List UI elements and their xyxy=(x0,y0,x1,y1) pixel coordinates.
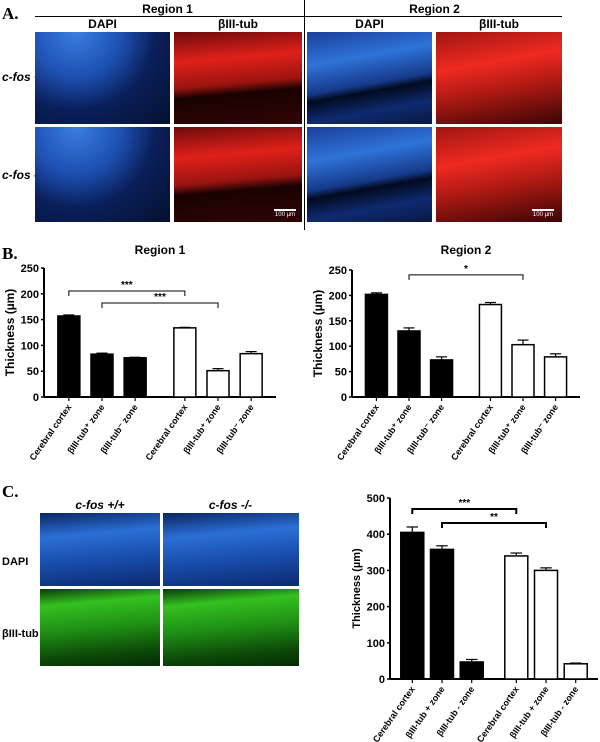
y-tick-label: 100 xyxy=(367,638,385,650)
micrograph-c-wt-dapi xyxy=(40,513,160,586)
micrograph-r1-wt-dapi xyxy=(35,32,170,124)
y-axis-label: Thickness (µm) xyxy=(311,290,325,378)
x-tick-label: Cerebral cortex xyxy=(335,402,381,462)
significance-bracket xyxy=(408,274,524,280)
scale-bar: 100 µm xyxy=(532,209,554,218)
header-rule xyxy=(35,16,562,17)
y-tick-label: 250 xyxy=(329,265,347,277)
y-tick-label: 0 xyxy=(33,392,39,404)
chart-region-2: Region 2 0 50 100 150 200 250 Thickness (µm) Cer… xyxy=(311,243,580,462)
row-label-dapi: DAPI xyxy=(2,556,29,568)
y-tick-label: 500 xyxy=(367,493,385,505)
bar xyxy=(397,330,421,398)
y-tick-label: 50 xyxy=(27,366,39,378)
col-label-wt: c-fos +/+ xyxy=(75,498,125,512)
bar xyxy=(123,357,147,398)
y-tick-label: 100 xyxy=(21,340,39,352)
bar xyxy=(511,343,535,398)
y-tick-label: 200 xyxy=(329,290,347,302)
chart-title: Region 1 xyxy=(135,243,186,257)
region-2-header: Region 2 xyxy=(409,2,460,16)
micrograph-c-ko-btub xyxy=(163,589,299,666)
y-tick-label: 100 xyxy=(329,341,347,353)
y-tick-label: 400 xyxy=(367,529,385,541)
row-label-btub: βIII-tub xyxy=(2,628,39,640)
bar xyxy=(429,359,454,398)
y-tick-label: 150 xyxy=(21,315,39,327)
micrograph-r2-ko-dapi xyxy=(307,127,432,222)
significance-label: *** xyxy=(154,292,166,303)
micrograph-r1-wt-btub xyxy=(174,32,302,124)
significance-bracket xyxy=(411,507,518,514)
channel-header-dapi-1: DAPI xyxy=(88,17,117,31)
bar xyxy=(364,293,389,398)
bar xyxy=(504,555,529,680)
bar xyxy=(206,369,230,398)
significance-label: *** xyxy=(458,498,470,509)
col-label-ko: c-fos -/- xyxy=(208,498,253,512)
bar xyxy=(90,353,114,398)
significance-bracket xyxy=(101,302,219,308)
chart-region-1: Region 1 0 50 100 150 200 250 Thickness (µm) Cer… xyxy=(3,243,276,462)
micrograph-r2-wt-dapi xyxy=(307,32,432,124)
micrograph-c-wt-btub xyxy=(40,589,160,666)
bar xyxy=(543,356,568,398)
bar xyxy=(459,661,484,680)
micrograph-c-ko-dapi xyxy=(163,513,299,586)
panel-b-label: B. xyxy=(2,244,18,263)
channel-header-btub-2: βIII-tub xyxy=(479,17,519,31)
region-1-header: Region 1 xyxy=(142,2,193,16)
y-tick-label: 250 xyxy=(21,263,39,275)
bar xyxy=(57,315,81,398)
channel-header-dapi-2: DAPI xyxy=(355,17,384,31)
y-tick-label: 300 xyxy=(367,565,385,577)
row-label-ko: c-fos -/- xyxy=(2,168,46,182)
bar xyxy=(533,569,559,680)
micrograph-r2-wt-btub xyxy=(436,32,562,124)
bar xyxy=(173,327,197,398)
significance-label: ** xyxy=(490,512,498,523)
y-axis-label: Thickness (µm) xyxy=(351,548,363,629)
panel-a-label: A. xyxy=(2,4,19,23)
bar xyxy=(400,531,425,680)
bar xyxy=(563,663,588,680)
channel-header-btub-1: βIII-tub xyxy=(218,17,258,31)
x-tick-label: Cerebral cortex xyxy=(27,402,73,462)
scale-bar: 100 µm xyxy=(274,209,296,218)
region-divider xyxy=(304,0,305,230)
y-tick-label: 150 xyxy=(329,316,347,328)
significance-bracket xyxy=(441,521,547,528)
y-tick-label: 50 xyxy=(335,367,347,379)
significance-label: *** xyxy=(121,280,133,291)
micrograph-r1-ko-btub: 100 µm xyxy=(174,127,302,222)
y-axis-label: Thickness (µm) xyxy=(3,289,17,377)
bar xyxy=(429,548,455,680)
y-tick-label: 200 xyxy=(367,602,385,614)
y-tick-label: 0 xyxy=(341,392,347,404)
panel-c-label: C. xyxy=(2,482,19,501)
micrograph-r2-ko-btub: 100 µm xyxy=(436,127,562,222)
micrograph-r1-ko-dapi xyxy=(35,127,170,222)
y-tick-label: 200 xyxy=(21,289,39,301)
significance-bracket xyxy=(68,290,186,296)
bar xyxy=(478,303,503,398)
y-tick-label: 0 xyxy=(379,674,385,686)
chart-title: Region 2 xyxy=(441,243,492,257)
significance-label: * xyxy=(464,264,468,275)
x-tick-label: Cerebral cortex xyxy=(449,402,495,462)
x-tick-label: Cerebral cortex xyxy=(143,402,189,462)
bar xyxy=(239,352,263,398)
